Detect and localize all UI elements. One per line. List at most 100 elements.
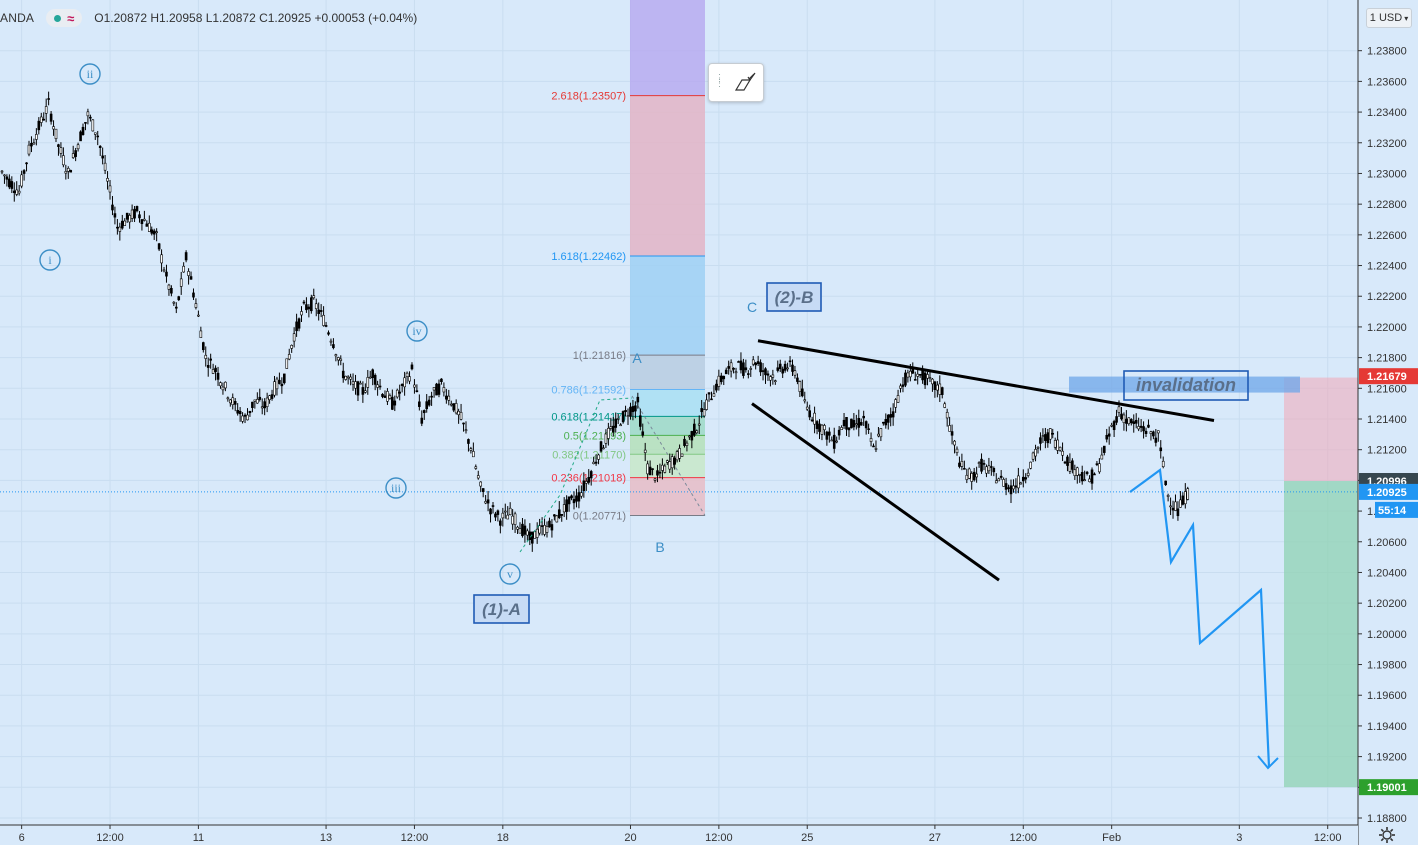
time-axis[interactable]: 6 12:00 11 13 12:00 18 20 12:00 25 27 12:00 Feb 3 12:… <box>0 824 1358 845</box>
candle-down <box>747 373 750 375</box>
candle-down <box>594 461 598 464</box>
point-a-label[interactable]: A <box>632 350 642 366</box>
candle-up <box>366 377 370 388</box>
candle-down <box>400 383 404 386</box>
invalidation-zone[interactable] <box>1069 376 1300 393</box>
candle-down <box>913 379 917 381</box>
wave-box-wave_2B[interactable] <box>766 282 822 312</box>
candle-down <box>575 495 578 502</box>
drawing-toolbox[interactable]: ⋮ ⋮ <box>708 63 764 102</box>
candle-up <box>1098 463 1101 473</box>
candle-up <box>1031 452 1035 460</box>
candle-up <box>774 380 777 382</box>
candle-up <box>447 395 451 401</box>
candle-down <box>1066 456 1069 466</box>
gear-icon[interactable] <box>1378 826 1396 844</box>
candle-up <box>1156 430 1160 434</box>
time-tick-label: 18 <box>497 832 509 844</box>
drag-handle-icon[interactable]: ⋮ ⋮ <box>714 72 725 89</box>
take-profit-zone[interactable] <box>1284 480 1358 788</box>
brush-icon[interactable] <box>732 72 758 94</box>
candle-down <box>435 383 438 396</box>
candle-down <box>550 524 554 531</box>
candle-up <box>985 466 988 474</box>
candle-down <box>560 513 564 516</box>
candle-down <box>589 471 593 479</box>
position-boxes[interactable] <box>0 376 1358 788</box>
candle-up <box>830 439 834 442</box>
wave-label-iii[interactable]: iii <box>391 481 402 495</box>
indicator-pill[interactable]: ≈ <box>46 9 83 27</box>
projection-arrow[interactable] <box>1257 755 1279 770</box>
wave-circle-ii[interactable] <box>79 63 101 85</box>
candle-down <box>462 422 465 425</box>
candle-down <box>216 372 220 380</box>
candle-up <box>199 330 203 338</box>
wave-circle-iii[interactable] <box>385 477 407 499</box>
candle-up <box>108 185 112 193</box>
candle-down <box>530 531 534 544</box>
symbol-label[interactable]: ANDA <box>0 11 35 25</box>
elliott-wave-icon: ≈ <box>67 10 75 26</box>
wave-label-i[interactable]: i <box>48 253 52 267</box>
candle-up <box>1179 499 1182 508</box>
wave-circle-v[interactable] <box>499 563 521 585</box>
candle-up <box>314 303 318 310</box>
invalidation-label[interactable]: invalidation <box>1136 375 1236 395</box>
wave-label-iv[interactable]: iv <box>412 324 421 338</box>
candle-down <box>145 223 149 227</box>
wave-box-wave_1A[interactable] <box>473 594 530 624</box>
candle-down <box>692 423 696 436</box>
candle-down <box>742 362 745 376</box>
candle-up <box>211 369 215 374</box>
candle-down <box>120 220 124 229</box>
candle-up <box>179 278 183 287</box>
candle-up <box>938 383 942 395</box>
candle-up <box>408 376 411 382</box>
candle-up <box>469 448 473 451</box>
candle-up <box>226 397 230 400</box>
projection-path[interactable] <box>1129 467 1271 768</box>
candle-down <box>972 471 976 481</box>
candle-up <box>697 423 701 426</box>
fibonacci-retracement[interactable]: 2.618(1.23507) 1.618(1.22462) 1(1.21816) 0.… <box>551 0 706 523</box>
drawing-layer[interactable] <box>519 339 1279 770</box>
triangle-upper-line[interactable] <box>757 339 1215 423</box>
candle-down <box>189 276 193 280</box>
price-tick-label: 1.21600 <box>1367 383 1407 395</box>
candle-down <box>1164 480 1167 486</box>
candle-down <box>624 410 627 413</box>
wave-connector <box>519 397 633 553</box>
wave-circle-i[interactable] <box>39 249 61 271</box>
point-b-label[interactable]: B <box>655 539 664 555</box>
wave-label-ii[interactable]: ii <box>87 67 94 81</box>
candle-up <box>479 481 483 487</box>
candle-up <box>813 412 816 425</box>
candle-up <box>405 372 409 377</box>
point-c-label[interactable]: C <box>747 299 757 315</box>
wave-circle-iv[interactable] <box>406 320 428 342</box>
candle-up <box>39 116 43 123</box>
wave-label-v[interactable]: v <box>507 567 513 581</box>
candle-down <box>206 364 210 368</box>
candle-up <box>936 384 939 391</box>
candle-down <box>22 170 26 174</box>
candle-up <box>616 418 620 420</box>
price-axis[interactable]: 1.188001.190001.192001.194001.196001.198… <box>1357 0 1418 845</box>
triangle-lower-line[interactable] <box>751 402 1000 582</box>
candle-up <box>1137 426 1140 430</box>
candle-down <box>891 411 895 418</box>
wave-text-wave_2B[interactable]: (2)-B <box>775 288 814 307</box>
candle-down <box>867 428 870 430</box>
candle-up <box>545 526 549 533</box>
candle-down <box>963 468 966 470</box>
stop-loss-zone[interactable] <box>1284 377 1358 481</box>
candle-up <box>344 375 348 380</box>
invalidation-box[interactable] <box>1123 370 1249 401</box>
currency-selector[interactable]: 1 USD ▾ <box>1366 8 1412 28</box>
candle-up <box>1073 469 1077 477</box>
wave-text-wave_1A[interactable]: (1)-A <box>482 600 521 619</box>
candle-up <box>1061 450 1064 456</box>
